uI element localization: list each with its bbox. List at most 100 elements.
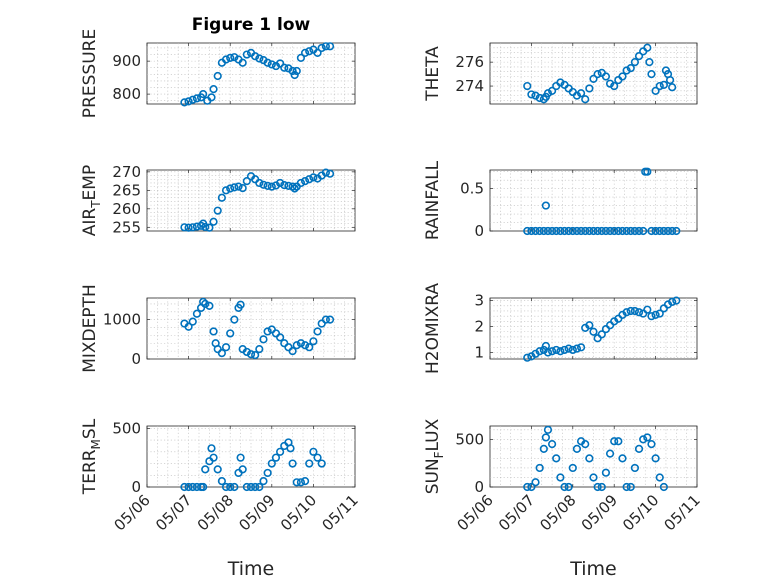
data-point	[556, 473, 565, 482]
data-point	[610, 226, 619, 236]
data-point	[618, 226, 627, 236]
data-point	[601, 72, 611, 81]
x-tick-label: 05/09	[235, 491, 278, 534]
data-point	[242, 176, 251, 186]
y-tick-label: 255	[112, 218, 141, 236]
data-point	[213, 465, 222, 474]
data-point	[576, 89, 586, 98]
data-point	[205, 223, 214, 232]
data-point	[188, 482, 197, 492]
y-axis-label: H2OMIXRA	[423, 283, 443, 374]
data-point	[288, 459, 297, 468]
data-point	[192, 309, 202, 318]
y-tick-label: 900	[112, 52, 141, 70]
data-point	[263, 181, 272, 190]
y-tick-label: 2	[474, 318, 484, 336]
data-point	[300, 48, 310, 57]
data-point	[255, 54, 264, 63]
data-point	[630, 306, 640, 316]
y-tick-label: 1000	[103, 311, 141, 329]
data-point	[589, 74, 598, 83]
data-point	[634, 52, 644, 61]
data-point	[647, 312, 656, 321]
data-point	[292, 66, 301, 76]
panel-terr-msl: 0 500 TERRMSL 05/0605/0705/0805/0905/1005/1…	[80, 418, 362, 580]
data-point	[192, 222, 202, 231]
data-point	[209, 327, 218, 336]
data-point	[576, 343, 586, 352]
x-tick-label: 05/06	[454, 491, 497, 534]
data-point	[564, 344, 573, 353]
data-point	[626, 306, 635, 316]
data-point	[601, 468, 611, 477]
data-point	[626, 482, 635, 492]
panel-h2omixra: 1 2 3 H2OMIXRA	[423, 283, 698, 374]
data-point	[589, 226, 598, 236]
data-point	[630, 58, 640, 67]
x-tick-label: 05/09	[578, 491, 621, 534]
data-point	[622, 226, 631, 236]
data-point	[242, 347, 251, 357]
data-point	[651, 86, 660, 95]
data-point	[290, 184, 299, 193]
data-point	[581, 95, 590, 104]
data-point	[251, 52, 260, 61]
data-point	[209, 453, 218, 462]
data-point	[217, 193, 226, 202]
data-point	[572, 444, 582, 453]
panel-rainfall: 0 0.5 RAINFALL	[423, 160, 698, 240]
data-point	[188, 317, 197, 326]
axes-frame	[489, 42, 698, 105]
data-point	[199, 297, 208, 307]
data-point	[614, 437, 623, 446]
data-point	[535, 463, 544, 473]
data-point	[221, 343, 231, 352]
x-tick-label: 05/10	[619, 491, 662, 534]
data-point	[259, 477, 268, 486]
data-point	[305, 47, 314, 56]
data-point	[568, 226, 577, 236]
data-point	[313, 48, 322, 57]
data-point	[634, 226, 644, 236]
data-point	[300, 477, 310, 486]
x-tick-label: 05/07	[152, 491, 195, 534]
data-point	[300, 176, 310, 186]
x-tick-label: 05/08	[536, 491, 579, 534]
data-point	[236, 300, 245, 309]
data-point	[560, 226, 569, 236]
data-point	[643, 167, 652, 176]
data-point	[288, 182, 297, 191]
data-point	[618, 454, 627, 463]
data-point	[296, 53, 306, 62]
data-point	[610, 437, 619, 446]
data-point	[234, 182, 243, 191]
data-point	[267, 60, 276, 69]
data-point	[238, 184, 247, 193]
data-point	[209, 85, 218, 94]
x-tick-label: 05/11	[661, 491, 704, 534]
data-point	[539, 226, 548, 236]
data-point	[207, 444, 216, 453]
data-point	[589, 327, 598, 336]
data-point	[531, 478, 540, 487]
data-point	[585, 84, 594, 93]
data-point	[547, 347, 557, 356]
y-tick-label: 3	[474, 292, 484, 310]
data-point	[647, 226, 656, 236]
data-point	[564, 226, 573, 236]
data-point	[585, 321, 594, 330]
y-tick-label: 0.5	[460, 180, 484, 198]
x-tick-label: 05/11	[319, 491, 362, 534]
data-point	[201, 222, 210, 232]
x-tick-label: 05/06	[111, 491, 154, 534]
data-point	[267, 459, 276, 468]
data-point	[626, 226, 635, 236]
data-point	[659, 226, 668, 236]
data-point	[672, 296, 681, 305]
data-point	[184, 482, 193, 492]
data-point	[576, 226, 586, 236]
data-point	[593, 69, 602, 79]
